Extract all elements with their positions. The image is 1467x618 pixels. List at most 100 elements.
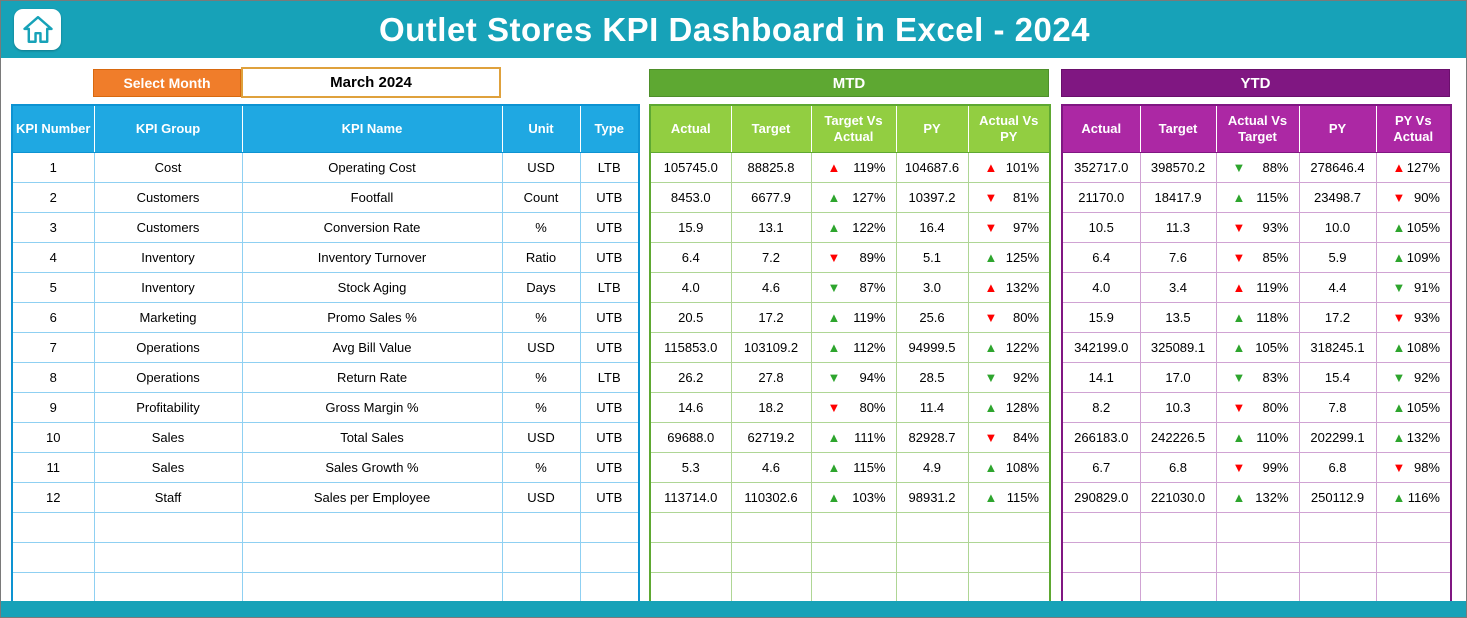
mtd-actual-cell: 6.4 — [649, 241, 732, 273]
mtd-py-cell: 16.4 — [895, 211, 969, 243]
empty-cell — [579, 541, 640, 573]
empty-cell — [730, 571, 812, 603]
percent-value: 115% — [1006, 489, 1039, 505]
ytd-target-cell: 242226.5 — [1139, 421, 1217, 453]
empty-cell — [895, 511, 969, 543]
up-arrow-icon: ▲ — [1392, 159, 1406, 175]
empty-cell — [730, 541, 812, 573]
percent-value: 97% — [1012, 219, 1039, 235]
empty-cell — [895, 571, 969, 603]
unit-cell: % — [501, 301, 581, 333]
ytd-target-cell: 10.3 — [1139, 391, 1217, 423]
percent-value: 105% — [1255, 339, 1289, 355]
kpi-number-cell: 2 — [11, 181, 95, 213]
down-arrow-icon: ▼ — [984, 429, 998, 445]
ytd-actual-vs-target-cell: ▼ 99% — [1215, 451, 1300, 483]
ytd-target-cell: 3.4 — [1139, 271, 1217, 303]
percent-value: 91% — [1413, 279, 1440, 295]
ytd-row: 15.9 13.5 ▲ 118% 17.2 ▼ 93% — [1061, 301, 1452, 333]
ytd-actual-cell: 266183.0 — [1061, 421, 1141, 453]
mtd-py-cell: 10397.2 — [895, 181, 969, 213]
empty-cell — [241, 571, 503, 603]
percent-value: 101% — [1005, 159, 1039, 175]
ytd-actual-cell: 352717.0 — [1061, 151, 1141, 183]
empty-cell — [11, 571, 95, 603]
kpi-group-cell: Customers — [93, 181, 243, 213]
mtd-target-cell: 4.6 — [730, 451, 812, 483]
up-arrow-icon: ▲ — [1232, 279, 1246, 295]
mtd-target-cell: 4.6 — [730, 271, 812, 303]
kpi-group-cell: Staff — [93, 481, 243, 513]
col-header-ytd-py-vs-actual: PY Vs Actual — [1375, 104, 1452, 153]
mtd-actual-cell: 15.9 — [649, 211, 732, 243]
col-header-mtd-actual: Actual — [649, 104, 732, 153]
mtd-target-cell: 17.2 — [730, 301, 812, 333]
percent-value: 116% — [1407, 489, 1440, 505]
percent-value: 80% — [1262, 399, 1289, 415]
percent-value: 111% — [854, 429, 886, 445]
percent-value: 93% — [1262, 219, 1289, 235]
empty-cell — [1139, 571, 1217, 603]
ytd-row: 342199.0 325089.1 ▲ 105% 318245.1 ▲ 108% — [1061, 331, 1452, 363]
unit-cell: % — [501, 391, 581, 423]
month-dropdown[interactable]: March 2024 — [241, 67, 501, 98]
down-arrow-icon: ▼ — [1232, 399, 1246, 415]
kpi-row: 7 Operations Avg Bill Value USD UTB — [11, 331, 640, 363]
up-arrow-icon: ▲ — [984, 489, 998, 505]
ytd-row: 8.2 10.3 ▼ 80% 7.8 ▲ 105% — [1061, 391, 1452, 423]
empty-cell — [501, 571, 581, 603]
down-arrow-icon: ▼ — [827, 399, 841, 415]
empty-cell — [241, 511, 503, 543]
up-arrow-icon: ▲ — [984, 399, 998, 415]
ytd-target-cell: 325089.1 — [1139, 331, 1217, 363]
percent-value: 80% — [1012, 309, 1039, 325]
col-header-ytd-actual-vs-target: Actual Vs Target — [1215, 104, 1300, 153]
unit-cell: % — [501, 211, 581, 243]
mtd-row: 26.2 27.8 ▼ 94% 28.5 ▼ 92% — [649, 361, 1051, 393]
mtd-target-vs-actual-cell: ▼ 80% — [810, 391, 897, 423]
kpi-row: 5 Inventory Stock Aging Days LTB — [11, 271, 640, 303]
ytd-actual-vs-target-cell: ▼ 88% — [1215, 151, 1300, 183]
empty-cell — [579, 511, 640, 543]
ytd-table-header: Actual Target Actual Vs Target PY PY Vs … — [1061, 104, 1452, 153]
percent-value: 89% — [859, 249, 886, 265]
kpi-group-cell: Inventory — [93, 271, 243, 303]
ytd-py-cell: 15.4 — [1298, 361, 1377, 393]
up-arrow-icon: ▲ — [827, 429, 841, 445]
up-arrow-icon: ▲ — [1232, 189, 1246, 205]
empty-cell — [501, 511, 581, 543]
percent-value: 84% — [1012, 429, 1039, 445]
ytd-actual-cell: 290829.0 — [1061, 481, 1141, 513]
mtd-target-cell: 110302.6 — [730, 481, 812, 513]
ytd-py-vs-actual-cell: ▲ 105% — [1375, 391, 1452, 423]
mtd-target-vs-actual-cell: ▲ 127% — [810, 181, 897, 213]
mtd-target-vs-actual-cell: ▲ 115% — [810, 451, 897, 483]
empty-cell — [579, 571, 640, 603]
down-arrow-icon: ▼ — [1392, 189, 1406, 205]
empty-cell — [895, 541, 969, 573]
mtd-section-header: MTD — [649, 69, 1049, 97]
ytd-py-vs-actual-cell: ▲ 127% — [1375, 151, 1452, 183]
kpi-number-cell: 1 — [11, 151, 95, 183]
kpi-number-cell: 10 — [11, 421, 95, 453]
empty-cell — [1215, 511, 1300, 543]
ytd-py-cell: 5.9 — [1298, 241, 1377, 273]
percent-value: 115% — [853, 459, 886, 475]
mtd-py-cell: 4.9 — [895, 451, 969, 483]
down-arrow-icon: ▼ — [1232, 249, 1246, 265]
mtd-actual-cell: 113714.0 — [649, 481, 732, 513]
type-cell: UTB — [579, 301, 640, 333]
type-cell: UTB — [579, 241, 640, 273]
kpi-row: 3 Customers Conversion Rate% UTB — [11, 211, 640, 243]
percent-value: 118% — [1256, 309, 1289, 325]
type-cell: UTB — [579, 421, 640, 453]
empty-cell — [11, 511, 95, 543]
ytd-actual-cell: 342199.0 — [1061, 331, 1141, 363]
down-arrow-icon: ▼ — [827, 249, 841, 265]
up-arrow-icon: ▲ — [984, 159, 998, 175]
empty-cell — [1298, 571, 1377, 603]
home-button[interactable] — [14, 9, 61, 50]
mtd-actual-cell: 14.6 — [649, 391, 732, 423]
percent-value: 87% — [859, 279, 886, 295]
